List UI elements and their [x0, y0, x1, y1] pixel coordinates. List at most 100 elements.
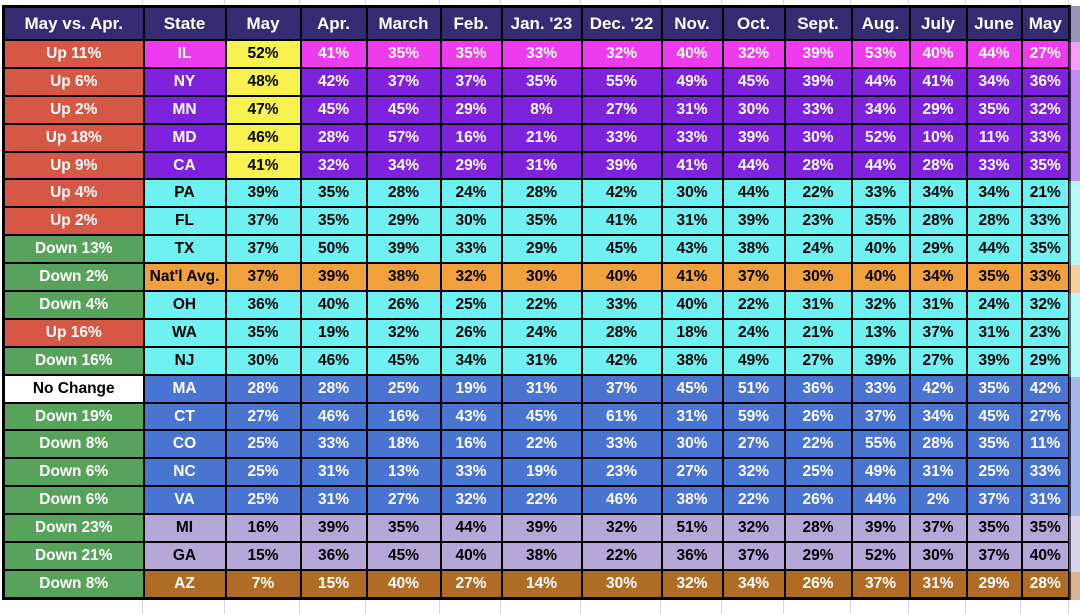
value-cell[interactable]: 53% [850, 39, 911, 69]
value-cell[interactable]: 2% [908, 485, 968, 516]
value-cell[interactable]: 29% [965, 568, 1023, 600]
value-cell[interactable]: 27% [1020, 401, 1071, 432]
value-cell[interactable]: 41% [660, 150, 724, 181]
value-cell[interactable]: 27% [224, 401, 302, 432]
value-cell[interactable]: 61% [580, 401, 663, 432]
value-cell[interactable]: 28% [908, 150, 968, 181]
state-cell[interactable]: CA [142, 150, 227, 181]
value-cell[interactable]: 15% [224, 541, 302, 571]
value-cell[interactable]: 30% [660, 178, 724, 209]
value-cell[interactable]: 26% [783, 568, 853, 600]
value-cell[interactable]: 26% [783, 401, 853, 432]
change-cell[interactable]: Up 4% [2, 178, 145, 209]
value-cell[interactable]: 22% [721, 290, 786, 320]
change-cell[interactable]: Down 16% [2, 345, 145, 376]
value-cell[interactable]: 25% [439, 290, 503, 320]
value-cell[interactable]: 28% [224, 373, 302, 404]
change-cell[interactable]: Down 23% [2, 513, 145, 544]
value-cell[interactable]: 30% [660, 429, 724, 460]
value-cell[interactable]: 36% [1020, 66, 1071, 97]
change-cell[interactable]: Down 21% [2, 541, 145, 571]
state-cell[interactable]: MN [142, 94, 227, 125]
value-cell[interactable]: 35% [850, 206, 911, 237]
value-cell[interactable]: 35% [965, 513, 1023, 544]
value-cell[interactable]: 21% [500, 122, 583, 153]
value-cell[interactable]: 29% [1020, 345, 1071, 376]
value-cell[interactable]: 37% [908, 317, 968, 348]
value-cell[interactable]: 39% [299, 513, 368, 544]
value-cell[interactable]: 32% [1020, 94, 1071, 125]
value-cell[interactable]: 37% [721, 262, 786, 293]
value-cell[interactable]: 16% [439, 122, 503, 153]
value-cell[interactable]: 46% [580, 485, 663, 516]
column-header[interactable]: July [908, 5, 968, 41]
value-cell[interactable]: 32% [299, 150, 368, 181]
value-cell[interactable]: 27% [365, 485, 442, 516]
value-cell[interactable]: 29% [908, 234, 968, 265]
value-cell[interactable]: 40% [1020, 541, 1071, 571]
value-cell[interactable]: 35% [500, 206, 583, 237]
value-cell[interactable]: 29% [439, 150, 503, 181]
value-cell[interactable]: 44% [850, 485, 911, 516]
value-cell[interactable]: 42% [580, 345, 663, 376]
column-header[interactable]: Aug. [850, 5, 911, 41]
value-cell[interactable]: 33% [580, 290, 663, 320]
value-cell[interactable]: 39% [965, 345, 1023, 376]
value-cell[interactable]: 30% [439, 206, 503, 237]
value-cell[interactable]: 35% [365, 513, 442, 544]
value-cell[interactable]: 8% [500, 94, 583, 125]
column-header[interactable]: Sept. [783, 5, 853, 41]
value-cell[interactable]: 37% [850, 401, 911, 432]
column-header[interactable]: Feb. [439, 5, 503, 41]
value-cell[interactable]: 39% [580, 150, 663, 181]
value-cell[interactable]: 31% [299, 485, 368, 516]
change-cell[interactable]: Down 8% [2, 568, 145, 600]
value-cell[interactable]: 38% [660, 345, 724, 376]
value-cell[interactable]: 21% [783, 317, 853, 348]
value-cell[interactable]: 45% [580, 234, 663, 265]
value-cell[interactable]: 28% [580, 317, 663, 348]
value-cell[interactable]: 32% [580, 513, 663, 544]
change-cell[interactable]: Up 9% [2, 150, 145, 181]
value-cell[interactable]: 13% [365, 457, 442, 488]
value-cell[interactable]: 52% [850, 122, 911, 153]
value-cell[interactable]: 42% [299, 66, 368, 97]
state-cell[interactable]: Nat'l Avg. [142, 262, 227, 293]
value-cell[interactable]: 24% [783, 234, 853, 265]
value-cell[interactable]: 31% [908, 290, 968, 320]
value-cell[interactable]: 19% [500, 457, 583, 488]
value-cell[interactable]: 57% [365, 122, 442, 153]
value-cell[interactable]: 40% [908, 39, 968, 69]
value-cell[interactable]: 45% [365, 541, 442, 571]
state-cell[interactable]: PA [142, 178, 227, 209]
change-cell[interactable]: Up 16% [2, 317, 145, 348]
value-cell[interactable]: 34% [908, 178, 968, 209]
value-cell[interactable]: 22% [500, 485, 583, 516]
value-cell[interactable]: 26% [439, 317, 503, 348]
value-cell[interactable]: 23% [580, 457, 663, 488]
value-cell[interactable]: 28% [299, 122, 368, 153]
value-cell[interactable]: 28% [500, 178, 583, 209]
value-cell[interactable]: 33% [500, 39, 583, 69]
state-cell[interactable]: GA [142, 541, 227, 571]
state-cell[interactable]: VA [142, 485, 227, 516]
value-cell[interactable]: 28% [908, 206, 968, 237]
column-header[interactable]: Jan. '23 [500, 5, 583, 41]
value-cell[interactable]: 39% [299, 262, 368, 293]
value-cell[interactable]: 34% [965, 66, 1023, 97]
value-cell[interactable]: 37% [721, 541, 786, 571]
value-cell[interactable]: 32% [1020, 290, 1071, 320]
value-cell[interactable]: 45% [365, 345, 442, 376]
value-cell[interactable]: 33% [783, 94, 853, 125]
value-cell[interactable]: 37% [965, 485, 1023, 516]
value-cell[interactable]: 35% [965, 94, 1023, 125]
value-cell[interactable]: 35% [1020, 513, 1071, 544]
value-cell[interactable]: 27% [783, 345, 853, 376]
value-cell[interactable]: 39% [783, 39, 853, 69]
value-cell[interactable]: 36% [783, 373, 853, 404]
value-cell[interactable]: 28% [783, 150, 853, 181]
value-cell[interactable]: 27% [908, 345, 968, 376]
state-cell[interactable]: CT [142, 401, 227, 432]
value-cell[interactable]: 44% [721, 178, 786, 209]
change-cell[interactable]: Down 6% [2, 485, 145, 516]
